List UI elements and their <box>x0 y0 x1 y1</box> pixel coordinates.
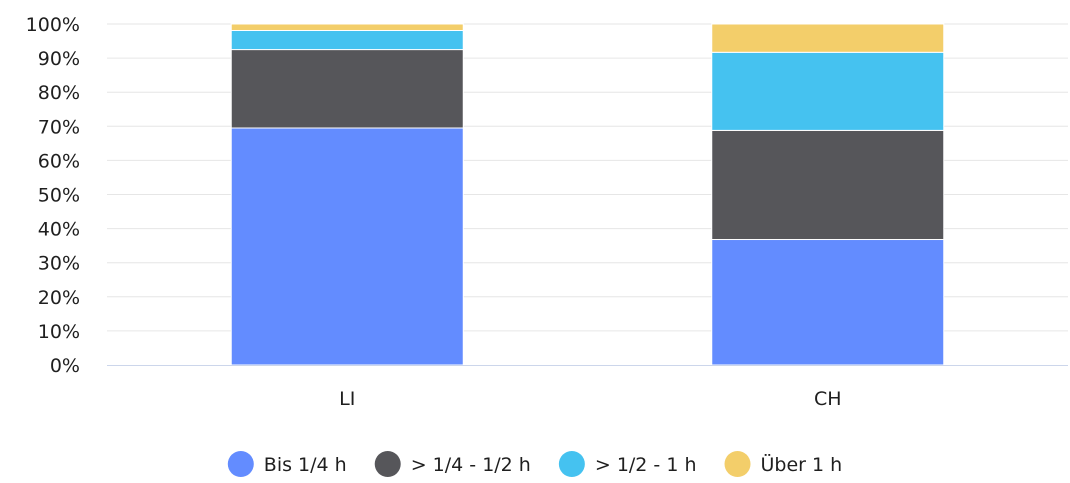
y-tick-label: 50% <box>38 185 80 207</box>
x-axis-tick-labels: LI CH <box>339 388 841 410</box>
x-tick-label: LI <box>339 388 355 410</box>
legend-label: Bis 1/4 h <box>264 454 347 476</box>
y-tick-label: 30% <box>38 253 80 275</box>
y-tick-label: 60% <box>38 150 80 172</box>
legend-item[interactable]: > 1/4 - 1/2 h <box>374 451 531 477</box>
legend-marker <box>227 451 254 477</box>
legend-label: > 1/4 - 1/2 h <box>411 454 531 476</box>
legend: Bis 1/4 h > 1/4 - 1/2 h > 1/2 - 1 h Über 1 … <box>227 451 843 477</box>
legend-marker <box>374 451 401 477</box>
bar-segment-li-series-1[interactable] <box>230 127 464 366</box>
legend-label: > 1/2 - 1 h <box>595 454 697 476</box>
y-tick-label: 100% <box>26 14 80 36</box>
y-tick-label: 90% <box>38 48 80 70</box>
y-tick-label: 40% <box>38 219 80 241</box>
legend-marker <box>558 451 585 477</box>
y-tick-label: 0% <box>50 355 80 377</box>
bar-segment-li-series-2[interactable] <box>230 49 464 129</box>
legend-label: Über 1 h <box>761 453 843 476</box>
y-tick-label: 10% <box>38 321 80 343</box>
bar-segment-li-series-3[interactable] <box>230 29 464 51</box>
y-tick-label: 20% <box>38 287 80 309</box>
bar-segment-ch-series-3[interactable] <box>711 51 945 131</box>
y-axis-tick-labels: 0% 10% 20% 30% 40% 50% 60% 70% 80% 90% 100% <box>26 14 80 377</box>
legend-item[interactable]: Bis 1/4 h <box>227 451 347 477</box>
bar-segment-ch-series-4[interactable] <box>711 23 945 53</box>
legend-item[interactable]: > 1/2 - 1 h <box>558 451 697 477</box>
bar-segment-ch-series-2[interactable] <box>711 129 945 241</box>
y-tick-label: 70% <box>38 116 80 138</box>
x-tick-label: CH <box>814 388 842 410</box>
legend-item[interactable]: Über 1 h <box>724 451 843 477</box>
bar-segment-li-series-4[interactable] <box>230 23 464 31</box>
bar-segment-ch-series-1[interactable] <box>711 239 945 366</box>
y-tick-label: 80% <box>38 82 80 104</box>
legend-marker <box>724 451 751 477</box>
bars <box>230 23 945 366</box>
